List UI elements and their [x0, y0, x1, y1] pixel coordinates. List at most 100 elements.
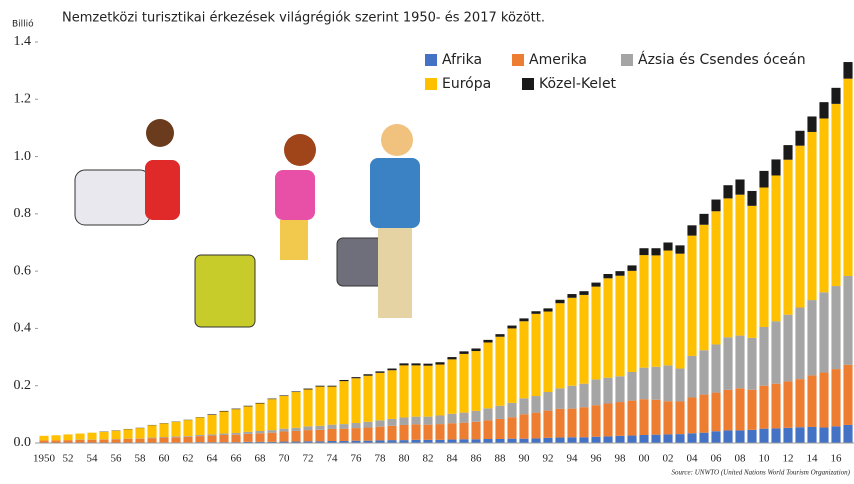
head: [146, 119, 174, 147]
bar-segment: [627, 436, 636, 443]
bar-segment: [747, 430, 756, 443]
bar-segment: [435, 365, 444, 416]
bar-segment: [747, 338, 756, 390]
legend-label: Amerika: [529, 52, 587, 68]
x-tick-label: 94: [567, 453, 579, 465]
bar-segment: [399, 363, 408, 365]
bar-segment: [603, 378, 612, 404]
bar-segment: [483, 439, 492, 443]
y-tick-label: 1.4: [14, 34, 32, 49]
bar-segment: [483, 408, 492, 420]
legs: [378, 228, 412, 318]
x-tick-label: 68: [255, 453, 267, 465]
bar-segment: [459, 413, 468, 423]
bar-segment: [267, 399, 276, 400]
bar-segment: [495, 337, 504, 406]
bar-segment: [315, 386, 324, 387]
bar-segment: [819, 118, 828, 292]
bar-segment: [591, 287, 600, 380]
x-tick-label: 66: [231, 453, 243, 465]
legend-swatch: [425, 78, 437, 90]
bar-segment: [555, 388, 564, 409]
bar-segment: [555, 409, 564, 438]
bar-segment: [831, 286, 840, 369]
bar-segment: [219, 434, 228, 435]
bar-segment: [723, 185, 732, 198]
bar-segment: [195, 435, 204, 436]
bar-segment: [63, 440, 72, 443]
bar-segment: [231, 409, 240, 433]
x-tick-label: 92: [543, 453, 554, 465]
bar-segment: [831, 88, 840, 104]
bar-segment: [495, 439, 504, 443]
bar-segment: [375, 373, 384, 421]
bar-segment: [711, 393, 720, 432]
bar-segment: [819, 102, 828, 118]
bar-segment: [171, 436, 180, 437]
bar-segment: [447, 357, 456, 359]
legend-swatch: [621, 54, 633, 66]
bar-segment: [243, 434, 252, 442]
bar-segment: [819, 428, 828, 443]
bar-segment: [303, 389, 312, 390]
bar-segment: [471, 411, 480, 422]
bar-segment: [687, 433, 696, 443]
bar-segment: [771, 321, 780, 383]
x-tick-label: 60: [159, 453, 171, 465]
x-tick-label: 58: [135, 453, 147, 465]
bar-segment: [459, 354, 468, 413]
bar-segment: [699, 350, 708, 394]
x-tick-label: 10: [759, 453, 771, 465]
bar-segment: [459, 423, 468, 440]
x-tick-label: 62: [183, 453, 194, 465]
bar-segment: [423, 364, 432, 366]
y-tick-label: 0.6: [14, 263, 32, 278]
bar-segment: [471, 351, 480, 411]
bar-segment: [279, 396, 288, 429]
bar-segment: [183, 420, 192, 436]
bar-segment: [483, 340, 492, 343]
bar-segment: [99, 440, 108, 443]
bar-segment: [375, 420, 384, 426]
bar-segment: [783, 428, 792, 443]
bar-segment: [471, 422, 480, 439]
x-tick-label: 72: [303, 453, 314, 465]
x-tick-label: 74: [327, 453, 339, 465]
legend-label: Európa: [442, 76, 491, 92]
bar-segment: [591, 283, 600, 287]
bar-segment: [759, 188, 768, 327]
bar-segment: [303, 426, 312, 430]
bar-segment: [651, 400, 660, 435]
bar-segment: [771, 384, 780, 429]
bar-segment: [747, 191, 756, 206]
bar-segment: [327, 425, 336, 429]
bar-segment: [711, 200, 720, 212]
bar-segment: [675, 434, 684, 443]
bar-segment: [543, 308, 552, 311]
x-tick-label: 12: [783, 453, 794, 465]
bar-segment: [639, 255, 648, 368]
bar-segment: [423, 417, 432, 425]
bar-segment: [807, 427, 816, 443]
bar-segment: [255, 403, 264, 430]
bar-segment: [663, 365, 672, 401]
bar-segment: [51, 435, 60, 440]
bar-segment: [267, 433, 276, 442]
bar-segment: [615, 276, 624, 377]
bar-segment: [687, 356, 696, 398]
bar-segment: [315, 430, 324, 441]
bar-segment: [759, 327, 768, 386]
bar-segment: [363, 376, 372, 422]
bar-segment: [495, 334, 504, 337]
bar-segment: [723, 198, 732, 337]
y-tick-label: 1.2: [14, 92, 32, 107]
bar-segment: [699, 395, 708, 433]
bar-segment: [375, 427, 384, 441]
bar-segment: [279, 432, 288, 442]
bar-segment: [723, 390, 732, 431]
bar-segment: [147, 425, 156, 437]
bar-segment: [123, 429, 132, 438]
bar-segment: [639, 368, 648, 400]
bar-segment: [747, 206, 756, 338]
